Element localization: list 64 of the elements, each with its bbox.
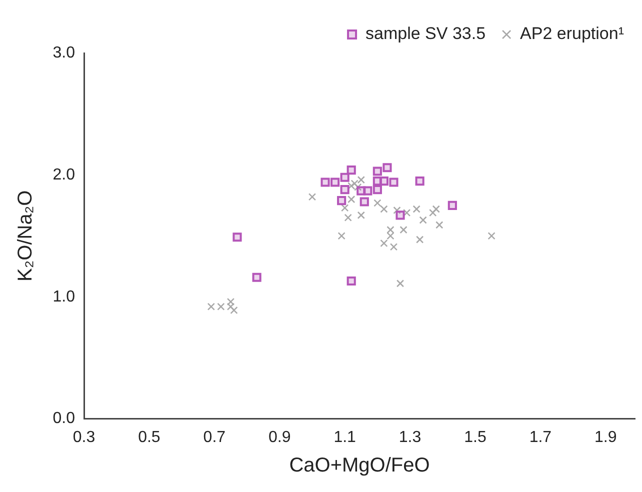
point — [340, 185, 350, 194]
point — [412, 205, 420, 213]
point — [372, 166, 382, 176]
point — [360, 197, 369, 206]
point — [389, 178, 398, 187]
point — [436, 221, 444, 229]
point — [217, 302, 225, 310]
point — [348, 195, 356, 204]
point — [340, 172, 350, 182]
legend-label: sample SV 33.5 — [366, 24, 486, 44]
point — [338, 232, 346, 240]
legend-label: AP2 eruption¹ — [520, 24, 624, 44]
point — [380, 205, 388, 213]
x-tick-label: 0.9 — [268, 428, 291, 446]
point — [382, 163, 392, 172]
point — [354, 183, 362, 191]
point — [346, 166, 356, 175]
point — [429, 208, 437, 217]
point — [415, 176, 424, 186]
point — [380, 239, 388, 248]
x-tick-label: 0.5 — [138, 428, 160, 446]
point — [374, 199, 382, 207]
point — [372, 185, 382, 194]
x-tick-label: 1.9 — [594, 428, 617, 446]
point — [402, 208, 411, 217]
point — [390, 243, 398, 251]
point — [357, 176, 365, 184]
x-tick-label: 0.7 — [203, 428, 226, 446]
point — [488, 232, 496, 240]
point — [330, 178, 340, 187]
x-tick-label: 1.5 — [464, 428, 486, 446]
point — [363, 186, 372, 196]
point — [207, 302, 215, 310]
point — [396, 280, 404, 288]
y-axis-title: K₂O/Na₂O — [14, 190, 37, 282]
point — [393, 206, 401, 214]
y-tick-label: 2.0 — [52, 166, 76, 184]
point — [320, 178, 330, 187]
point — [448, 200, 457, 210]
x-tick-label: 1.7 — [529, 428, 552, 446]
point — [337, 196, 346, 206]
point — [348, 182, 356, 190]
x-tick-label: 0.3 — [72, 428, 96, 446]
point — [350, 180, 358, 188]
point — [400, 226, 408, 234]
point — [340, 204, 349, 212]
point — [379, 176, 388, 186]
point — [308, 193, 316, 201]
point — [357, 211, 365, 220]
x-tick-label: 1.3 — [398, 428, 422, 446]
x-tick-label: 1.1 — [334, 428, 356, 446]
point — [232, 232, 242, 242]
y-tick-label: 1.0 — [52, 288, 76, 306]
point — [419, 216, 427, 224]
y-tick-label: 0.0 — [52, 410, 76, 428]
point — [230, 306, 238, 314]
y-tick-label: 3.0 — [52, 44, 76, 62]
point — [346, 276, 356, 286]
x-axis-title: CaO+MgO/FeO — [289, 454, 430, 477]
point — [344, 214, 352, 222]
point — [396, 210, 405, 220]
point — [252, 272, 262, 282]
point — [432, 205, 440, 213]
point — [416, 236, 424, 244]
